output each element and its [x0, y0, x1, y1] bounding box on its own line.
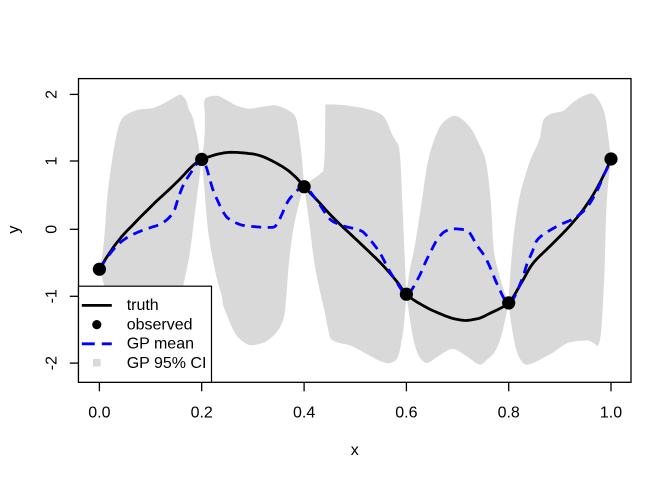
svg-text:GP mean: GP mean	[127, 336, 194, 353]
svg-text:x: x	[351, 442, 359, 459]
svg-text:observed: observed	[127, 316, 193, 333]
svg-text:2: 2	[43, 90, 60, 99]
svg-text:0.2: 0.2	[191, 405, 213, 422]
svg-text:truth: truth	[127, 297, 159, 314]
svg-text:GP 95% CI: GP 95% CI	[127, 355, 207, 372]
svg-text:0: 0	[43, 225, 60, 234]
svg-text:y: y	[6, 226, 23, 234]
svg-text:0.8: 0.8	[498, 405, 520, 422]
svg-text:0.4: 0.4	[293, 405, 315, 422]
svg-text:0.0: 0.0	[88, 405, 110, 422]
svg-text:0.6: 0.6	[395, 405, 417, 422]
svg-text:-2: -2	[43, 356, 60, 370]
svg-text:1: 1	[43, 156, 60, 165]
svg-text:-1: -1	[43, 289, 60, 303]
svg-text:1.0: 1.0	[600, 405, 622, 422]
